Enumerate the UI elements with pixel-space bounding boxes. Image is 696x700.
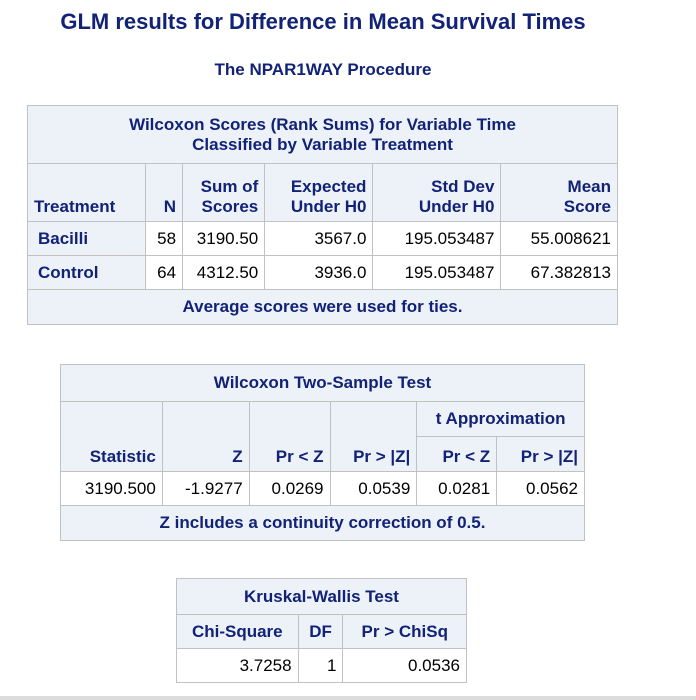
header-std-dev: Std Dev Under H0 — [372, 163, 502, 222]
table-row: 3.7258 1 0.0536 — [176, 648, 467, 683]
header-chi-square: Chi-Square — [176, 614, 299, 649]
header-treatment: Treatment — [27, 163, 146, 222]
cell-n: 58 — [144, 221, 184, 256]
header-pr-gt-chisq: Pr > ChiSq — [342, 614, 467, 649]
cell-std: 195.053487 — [372, 221, 502, 256]
wilcoxon-two-sample-table: Wilcoxon Two-Sample Test Statistic Z Pr … — [60, 364, 585, 541]
header-sum-line-2: Scores — [201, 197, 259, 216]
cell-chi-square: 3.7258 — [176, 648, 299, 683]
t-approximation-header: t Approximation — [416, 401, 585, 437]
cell-expected: 3567.0 — [264, 221, 374, 256]
header-t-pr-gt-abs-z: Pr > |Z| — [496, 436, 585, 472]
wilcoxon-scores-table: Wilcoxon Scores (Rank Sums) for Variable… — [27, 105, 618, 325]
row-header-treatment: Control — [27, 255, 146, 290]
header-mean-score: Mean Score — [500, 163, 618, 222]
header-mean-line-2: Score — [563, 197, 611, 216]
header-statistic: Statistic — [60, 401, 163, 472]
header-t-pr-lt-z: Pr < Z — [416, 436, 498, 472]
header-expected-line-1: Expected — [290, 177, 367, 196]
table-row: Control 64 4312.50 3936.0 195.053487 67.… — [27, 255, 618, 290]
cell-n: 64 — [144, 255, 184, 290]
header-std-line-2: Under H0 — [418, 197, 495, 216]
header-n: N — [144, 163, 184, 222]
cell-sum: 3190.50 — [182, 221, 266, 256]
cell-pr-lt-z: 0.0269 — [248, 471, 331, 506]
header-sum-line-1: Sum of — [200, 177, 259, 196]
cell-pr-gt-chisq: 0.0536 — [342, 648, 467, 683]
cell-std: 195.053487 — [372, 255, 502, 290]
cell-mean: 55.008621 — [500, 221, 618, 256]
header-mean-line-1: Mean — [567, 177, 611, 196]
cell-statistic: 3190.500 — [60, 471, 163, 506]
cell-pr-gt-abs-z: 0.0539 — [329, 471, 418, 506]
wilcoxon-scores-caption: Wilcoxon Scores (Rank Sums) for Variable… — [27, 105, 618, 164]
cell-t-pr-gt-abs-z: 0.0562 — [496, 471, 585, 506]
caption-line-2: Classified by Variable Treatment — [192, 134, 453, 154]
kruskal-wallis-table: Kruskal-Wallis Test Chi-Square DF Pr > C… — [176, 578, 467, 683]
header-z: Z — [161, 401, 250, 472]
page-title: GLM results for Difference in Mean Survi… — [60, 9, 586, 34]
header-expected: Expected Under H0 — [264, 163, 374, 222]
procedure-title: The NPAR1WAY Procedure — [214, 60, 432, 79]
cell-expected: 3936.0 — [264, 255, 374, 290]
header-pr-gt-abs-z: Pr > |Z| — [329, 401, 418, 472]
header-sum-of-scores: Sum of Scores — [182, 163, 266, 222]
two-sample-caption: Wilcoxon Two-Sample Test — [60, 364, 585, 402]
caption-line-1: Wilcoxon Scores (Rank Sums) for Variable… — [129, 114, 516, 134]
cell-df: 1 — [297, 648, 344, 683]
table-row: Bacilli 58 3190.50 3567.0 195.053487 55.… — [27, 221, 618, 256]
cell-sum: 4312.50 — [182, 255, 266, 290]
row-header-treatment: Bacilli — [27, 221, 146, 256]
cell-t-pr-lt-z: 0.0281 — [416, 471, 498, 506]
two-sample-footnote: Z includes a continuity correction of 0.… — [60, 505, 585, 541]
header-pr-lt-z: Pr < Z — [248, 401, 331, 472]
cell-z: -1.9277 — [161, 471, 250, 506]
table-row: 3190.500 -1.9277 0.0269 0.0539 0.0281 0.… — [60, 471, 585, 506]
wilcoxon-scores-footnote: Average scores were used for ties. — [27, 289, 618, 325]
header-df: DF — [297, 614, 344, 649]
kruskal-caption: Kruskal-Wallis Test — [176, 578, 467, 615]
cell-mean: 67.382813 — [500, 255, 618, 290]
header-expected-line-2: Under H0 — [290, 197, 367, 216]
header-std-line-1: Std Dev — [431, 177, 495, 196]
bottom-rule — [0, 696, 696, 700]
